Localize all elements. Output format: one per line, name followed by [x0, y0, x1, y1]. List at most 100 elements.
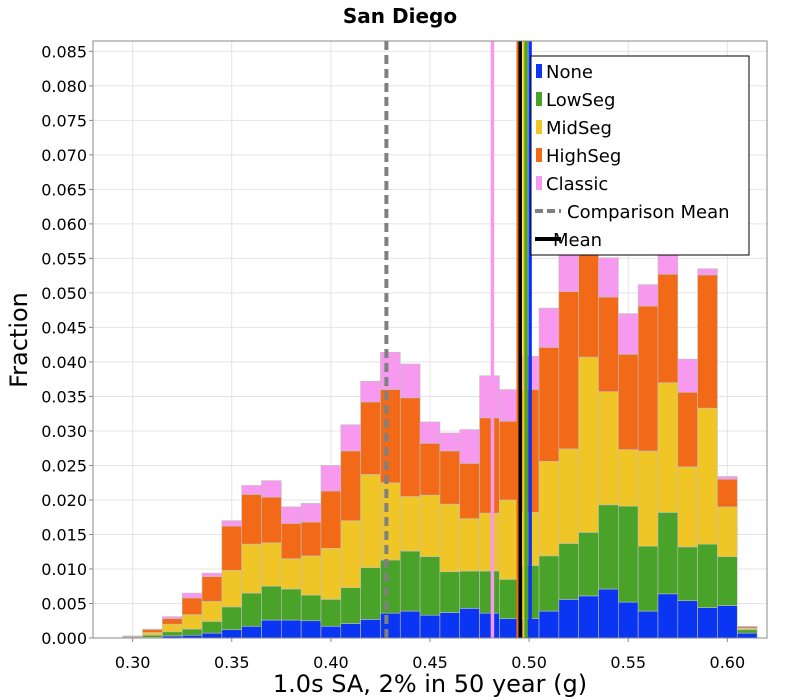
bar-lowseg-19	[479, 570, 500, 614]
bar-classic-9	[281, 506, 302, 524]
bar-lowseg-10	[300, 594, 322, 622]
x-axis-label: 1.0s SA, 2% in 50 year (g)	[273, 670, 587, 698]
y-tick-label: 0.045	[41, 318, 87, 337]
bar-midseg-4	[181, 614, 203, 630]
bar-classic-15	[399, 363, 421, 399]
bar-lowseg-4	[181, 628, 203, 636]
bar-none-5	[201, 632, 223, 639]
bar-highseg-9	[281, 523, 302, 559]
bar-lowseg-32	[736, 629, 758, 634]
chart-title: San Diego	[343, 4, 457, 28]
bar-none-27	[637, 610, 659, 639]
bar-none-23	[558, 599, 579, 639]
bar-classic-31	[717, 476, 738, 480]
bar-lowseg-20	[499, 579, 520, 619]
x-tick-label: 0.30	[115, 653, 151, 672]
bar-classic-2	[142, 628, 163, 631]
legend-label: MidSeg	[546, 118, 612, 139]
legend-label: Comparison Mean	[567, 202, 730, 223]
bar-highseg-23	[558, 291, 579, 450]
bar-lowseg-23	[558, 543, 579, 600]
bar-lowseg-22	[538, 555, 560, 612]
bar-midseg-23	[558, 448, 579, 544]
bar-lowseg-26	[618, 505, 639, 603]
y-tick-label: 0.015	[41, 525, 87, 544]
legend-label: LowSeg	[546, 90, 615, 111]
bar-none-26	[618, 601, 639, 639]
x-tick-label: 0.40	[313, 653, 349, 672]
bar-highseg-27	[637, 305, 659, 452]
legend-swatch-none	[536, 64, 542, 78]
y-tick-label: 0.055	[41, 249, 87, 268]
bar-none-12	[340, 623, 361, 639]
bar-lowseg-30	[697, 543, 718, 608]
bar-midseg-7	[241, 543, 262, 594]
legend-label: Classic	[546, 174, 608, 195]
x-tick-label: 0.35	[214, 653, 250, 672]
bar-lowseg-11	[320, 599, 342, 627]
bar-midseg-24	[578, 356, 599, 533]
bar-classic-32	[736, 625, 758, 628]
y-tick-label: 0.050	[41, 284, 87, 303]
mean-lines	[384, 41, 532, 638]
bar-highseg-28	[657, 273, 679, 383]
bar-midseg-16	[419, 494, 441, 557]
y-tick-label: 0.065	[41, 180, 87, 199]
bar-none-29	[677, 600, 698, 639]
bar-none-11	[320, 625, 342, 639]
bar-midseg-22	[538, 461, 560, 557]
bar-classic-11	[320, 465, 342, 492]
bar-lowseg-13	[360, 567, 381, 620]
bar-none-19	[479, 612, 500, 639]
bar-none-28	[657, 593, 679, 639]
bar-midseg-13	[360, 474, 381, 568]
bar-lowseg-31	[717, 556, 738, 606]
bar-lowseg-6	[221, 606, 242, 631]
bar-classic-20	[499, 389, 520, 422]
bar-none-18	[459, 608, 480, 639]
bar-highseg-1	[122, 635, 143, 637]
x-tick-label: 0.50	[511, 653, 547, 672]
bar-midseg-2	[142, 632, 163, 636]
bar-highseg-20	[499, 420, 520, 501]
bar-highseg-17	[439, 450, 461, 505]
bar-highseg-8	[261, 496, 282, 544]
y-tick-label: 0.085	[41, 42, 87, 61]
x-tick-label: 0.60	[710, 653, 746, 672]
bar-classic-10	[300, 503, 322, 523]
bar-lowseg-3	[162, 631, 183, 637]
bar-classic-5	[201, 572, 223, 577]
y-tick-label: 0.080	[41, 77, 87, 96]
bar-midseg-29	[677, 466, 698, 548]
bar-none-31	[717, 605, 738, 639]
legend-label: None	[546, 62, 593, 83]
legend-box	[530, 55, 750, 256]
bar-midseg-3	[162, 623, 183, 633]
y-tick-label: 0.060	[41, 215, 87, 234]
bar-none-7	[241, 625, 262, 639]
bars	[122, 145, 758, 639]
legend-label: HighSeg	[546, 146, 621, 167]
y-tick-label: 0.035	[41, 387, 87, 406]
bar-classic-17	[439, 432, 461, 452]
y-axis: 0.000 0.005 0.010 0.015 0.020 0.025 0.030 0.035…	[41, 42, 93, 648]
x-tick-label: 0.55	[610, 653, 646, 672]
bar-lowseg-9	[281, 588, 302, 621]
bar-highseg-26	[618, 354, 639, 450]
bar-lowseg-8	[261, 585, 282, 621]
legend: None LowSeg MidSeg HighSeg Classic Comparison…	[530, 55, 750, 256]
bar-classic-8	[261, 480, 282, 498]
bar-lowseg-14	[380, 559, 401, 614]
bar-midseg-28	[657, 382, 679, 513]
bar-midseg-11	[320, 547, 342, 600]
bar-lowseg-25	[598, 504, 619, 590]
bar-highseg-10	[300, 521, 322, 557]
bar-highseg-14	[380, 389, 401, 484]
legend-swatch-classic	[536, 176, 542, 190]
bar-midseg-25	[598, 391, 619, 506]
bar-classic-18	[459, 429, 480, 464]
bar-highseg-3	[162, 618, 183, 625]
y-tick-label: 0.040	[41, 353, 87, 372]
bar-classic-25	[598, 257, 619, 298]
legend-swatch-midseg	[536, 120, 542, 134]
